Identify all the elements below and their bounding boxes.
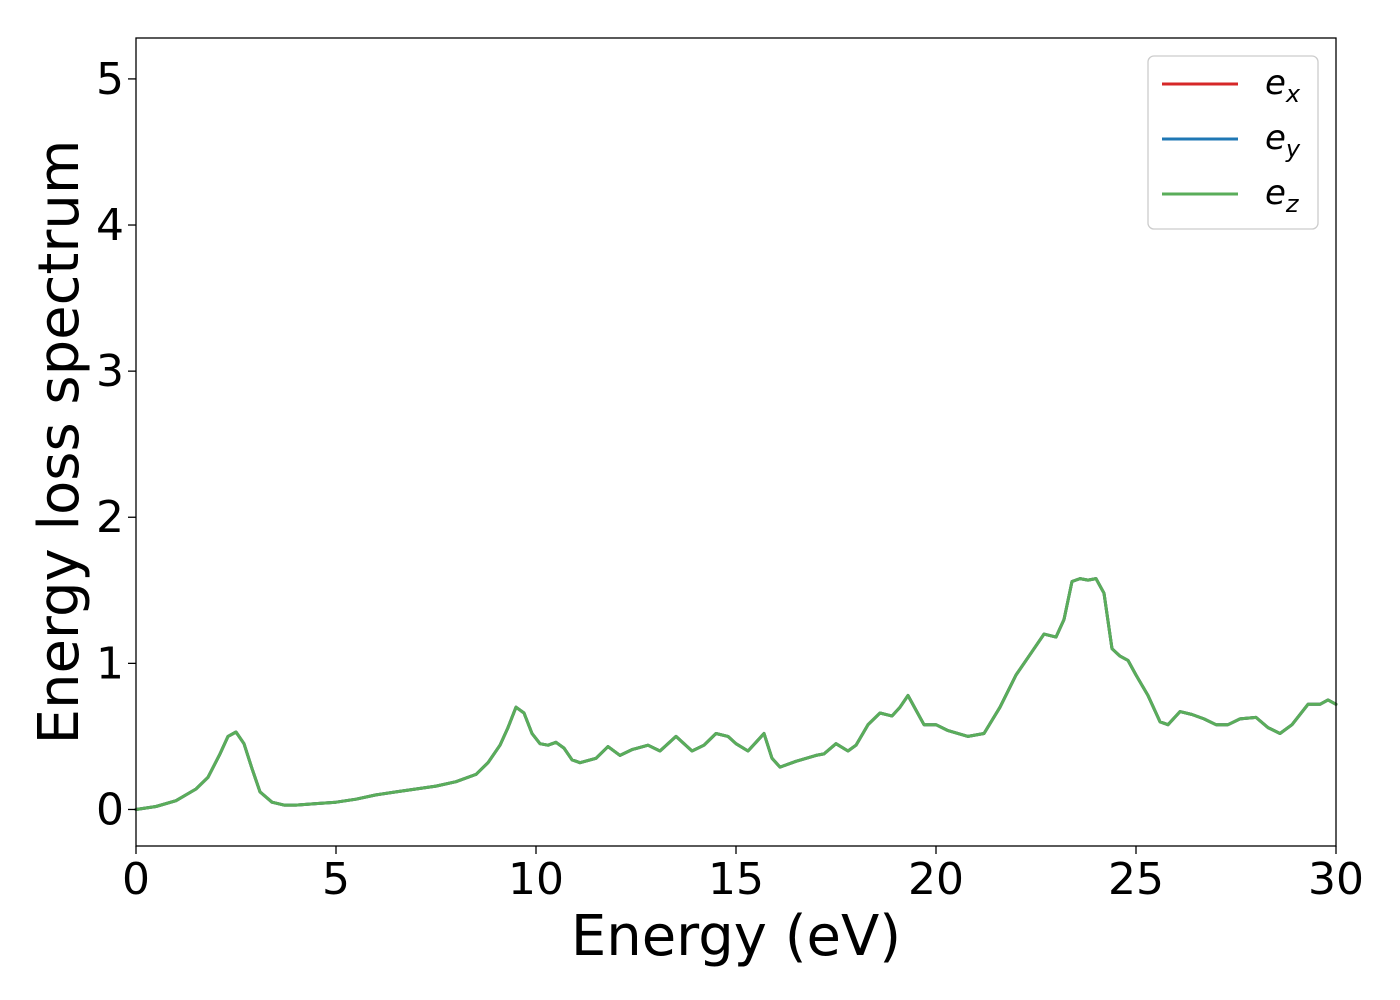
legend-label-z: ez	[1265, 173, 1300, 218]
y-axis-title: Energy loss spectrum	[27, 140, 92, 745]
y-tick-label: 2	[96, 492, 124, 543]
x-tick-label: 15	[708, 854, 764, 905]
legend-label-y: ey	[1265, 118, 1301, 163]
x-axis-ticks: 0 5 10 15 20 25 30	[122, 846, 1364, 905]
x-tick-label: 20	[908, 854, 964, 905]
y-tick-label: 3	[96, 346, 124, 397]
series-line-z	[134, 577, 1338, 811]
legend-label-x: ex	[1265, 63, 1301, 108]
legend-box	[1147, 55, 1319, 230]
y-tick-label: 0	[96, 784, 124, 835]
y-tick-label: 4	[96, 200, 124, 251]
x-tick-label: 5	[322, 854, 350, 905]
x-tick-label: 30	[1308, 854, 1364, 905]
y-axis-ticks: 0 1 2 3 4 5	[96, 54, 136, 835]
legend: ex ey ez	[1147, 55, 1319, 230]
y-tick-label: 1	[96, 638, 124, 689]
x-tick-label: 10	[508, 854, 564, 905]
series-layer	[134, 577, 1338, 811]
y-tick-label: 5	[96, 54, 124, 105]
x-axis-title: Energy (eV)	[571, 904, 901, 969]
x-tick-label: 0	[122, 854, 150, 905]
x-tick-label: 25	[1108, 854, 1164, 905]
